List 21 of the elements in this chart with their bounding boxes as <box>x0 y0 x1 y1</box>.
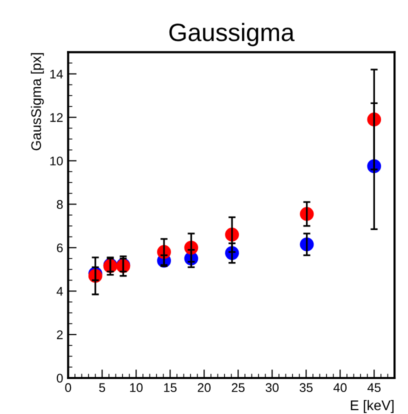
x-tick-label: 40 <box>333 383 347 392</box>
x-tick-label: 30 <box>266 383 279 392</box>
y-tick-label: 2 <box>56 330 63 340</box>
x-axis-title: E [keV] <box>350 400 394 413</box>
chart-title: Gaussigma <box>169 22 295 46</box>
x-tick-label: 25 <box>232 383 245 392</box>
x-tick-label: 10 <box>130 383 143 392</box>
y-tick-label: 4 <box>56 287 63 296</box>
y-tick-label: 0 <box>56 374 63 383</box>
x-tick-label: 45 <box>367 383 381 392</box>
x-tick-label: 15 <box>164 383 177 392</box>
y-tick-label: 8 <box>56 200 63 209</box>
y-tick-label: 10 <box>50 156 63 166</box>
y-tick-label: 12 <box>50 113 63 122</box>
y-tick-label: 14 <box>50 70 63 78</box>
y-tick-label: 6 <box>56 243 63 252</box>
x-tick-label: 0 <box>65 383 72 392</box>
x-tick-label: 5 <box>99 383 106 392</box>
y-axis-title: GausSigma [px] <box>30 53 44 150</box>
x-tick-label: 35 <box>300 383 313 392</box>
x-tick-label: 20 <box>198 383 211 392</box>
